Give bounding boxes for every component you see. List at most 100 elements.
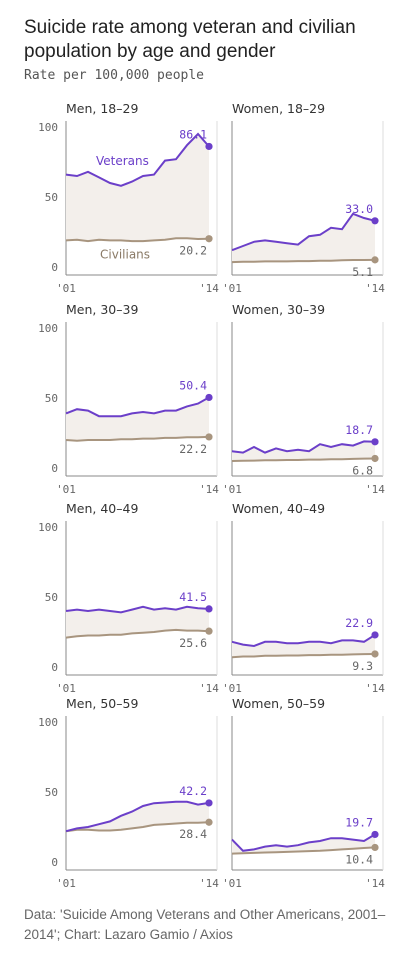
veterans-value-label: 86.1 xyxy=(179,127,207,141)
panel-title: Women, 30–39 xyxy=(232,302,325,317)
civilians-value-label: 22.2 xyxy=(179,442,207,456)
civilians-end-point xyxy=(205,627,213,635)
veterans-value-label: 50.4 xyxy=(179,378,207,392)
veterans-line xyxy=(231,440,376,454)
y-tick-label: 50 xyxy=(45,392,58,405)
civilians-value-label: 9.3 xyxy=(352,659,373,673)
y-tick-label: 0 xyxy=(51,261,58,274)
veterans-end-point xyxy=(371,830,379,839)
y-tick-label: 0 xyxy=(51,462,58,475)
civilians-end-point xyxy=(371,650,379,658)
panel-men-50-59: Men, 50–59 0 50 100 '01 '14 42.2 28.4 xyxy=(38,696,219,890)
veterans-line xyxy=(65,605,210,614)
civilians-end-point xyxy=(205,235,213,243)
panel-title: Men, 18–29 xyxy=(66,101,138,116)
veterans-line xyxy=(65,396,210,418)
veterans-value-label: 33.0 xyxy=(345,202,373,216)
panel-women-30-39: Women, 30–39 '01 '14 18.7 6.8 xyxy=(222,302,385,496)
x-tick-label: '01 xyxy=(222,877,242,890)
y-tick-label: 0 xyxy=(51,856,58,869)
civilians-value-label: 6.8 xyxy=(352,463,373,477)
gap-area xyxy=(232,634,375,658)
panel-title: Men, 40–49 xyxy=(66,501,138,516)
civilians-end-point xyxy=(371,843,379,852)
veterans-line xyxy=(231,634,376,648)
veterans-line xyxy=(231,212,376,252)
x-tick-label: '14 xyxy=(199,877,219,890)
x-tick-label: '01 xyxy=(222,682,242,695)
veterans-end-point xyxy=(205,393,213,402)
civilians-end-point xyxy=(205,818,213,826)
x-tick-label: '01 xyxy=(56,282,76,295)
panel-women-18-29: Women, 18–29 '01 '14 33.0 5.1 xyxy=(222,101,385,295)
veterans-end-point xyxy=(371,217,379,225)
x-tick-label: '01 xyxy=(56,682,76,695)
y-tick-label: 100 xyxy=(38,716,58,729)
panel-men-40-49: Men, 40–49 0 50 100 '01 '14 41.5 25.6 xyxy=(38,501,219,695)
x-tick-label: '14 xyxy=(365,282,385,295)
x-tick-label: '14 xyxy=(365,682,385,695)
panel-title: Women, 50–59 xyxy=(232,696,325,711)
veterans-end-point xyxy=(371,438,379,446)
veterans-value-label: 22.9 xyxy=(345,616,373,630)
x-tick-label: '14 xyxy=(365,877,385,890)
gap-area xyxy=(66,134,209,242)
chart-subtitle: Rate per 100,000 people xyxy=(24,68,205,83)
civilians-line xyxy=(65,237,210,243)
veterans-line xyxy=(231,833,376,852)
veterans-end-point xyxy=(371,631,379,639)
veterans-value-label: 42.2 xyxy=(179,784,207,798)
y-tick-label: 100 xyxy=(38,322,58,335)
gap-area xyxy=(232,213,375,263)
veterans-line xyxy=(65,132,210,187)
veterans-line xyxy=(65,800,210,833)
panel-title: Men, 30–39 xyxy=(66,302,138,317)
panel-women-50-59: Women, 50–59 '01 '14 19.7 10.4 xyxy=(222,696,385,890)
civilians-line xyxy=(231,457,376,462)
y-tick-label: 100 xyxy=(38,121,58,134)
civilians-value-label: 25.6 xyxy=(179,636,207,650)
veterans-value-label: 19.7 xyxy=(345,815,373,829)
veterans-series-label: Veterans xyxy=(96,154,149,168)
civilians-end-point xyxy=(371,454,379,463)
civilians-line xyxy=(65,821,210,833)
veterans-end-point xyxy=(205,799,213,807)
x-tick-label: '01 xyxy=(222,483,242,496)
x-tick-label: '01 xyxy=(56,877,76,890)
x-tick-label: '14 xyxy=(365,483,385,496)
panel-title: Women, 18–29 xyxy=(232,101,325,116)
x-tick-label: '14 xyxy=(199,282,219,295)
civilians-value-label: 5.1 xyxy=(352,265,373,279)
panel-title: Men, 50–59 xyxy=(66,696,138,711)
y-tick-label: 50 xyxy=(45,786,58,799)
source-credit: Data: 'Suicide Among Veterans and Other … xyxy=(24,907,386,942)
panel-women-40-49: Women, 40–49 '01 '14 22.9 9.3 xyxy=(222,501,385,695)
x-tick-label: '14 xyxy=(199,682,219,695)
civilians-line xyxy=(231,258,376,264)
civilians-value-label: 20.2 xyxy=(179,244,207,258)
veterans-end-point xyxy=(205,142,213,151)
y-tick-label: 100 xyxy=(38,521,58,534)
chart-title: Suicide rate among veteran and civilian … xyxy=(24,17,356,62)
civilians-end-point xyxy=(205,433,213,441)
y-tick-label: 50 xyxy=(45,191,58,204)
civilians-end-point xyxy=(371,256,379,264)
panel-title: Women, 40–49 xyxy=(232,501,325,516)
civilians-series-label: Civilians xyxy=(100,248,150,262)
civilians-line xyxy=(231,653,376,659)
civilians-value-label: 28.4 xyxy=(179,827,207,841)
y-tick-label: 50 xyxy=(45,591,58,604)
veterans-value-label: 18.7 xyxy=(345,423,373,437)
gap-area xyxy=(66,397,209,441)
x-tick-label: '01 xyxy=(56,483,76,496)
veterans-value-label: 41.5 xyxy=(179,590,207,604)
x-tick-label: '14 xyxy=(199,483,219,496)
civilians-line xyxy=(65,628,210,639)
civilians-line xyxy=(231,846,376,855)
x-tick-label: '01 xyxy=(222,282,242,295)
veterans-end-point xyxy=(205,605,213,613)
panel-men-30-39: Men, 30–39 0 50 100 '01 '14 50.4 22.2 xyxy=(38,302,219,496)
y-tick-label: 0 xyxy=(51,661,58,674)
panel-men-18-29: Men, 18–29 0 50 100 '01 '14 86.1 20.2 Veterans Ci… xyxy=(38,101,219,295)
